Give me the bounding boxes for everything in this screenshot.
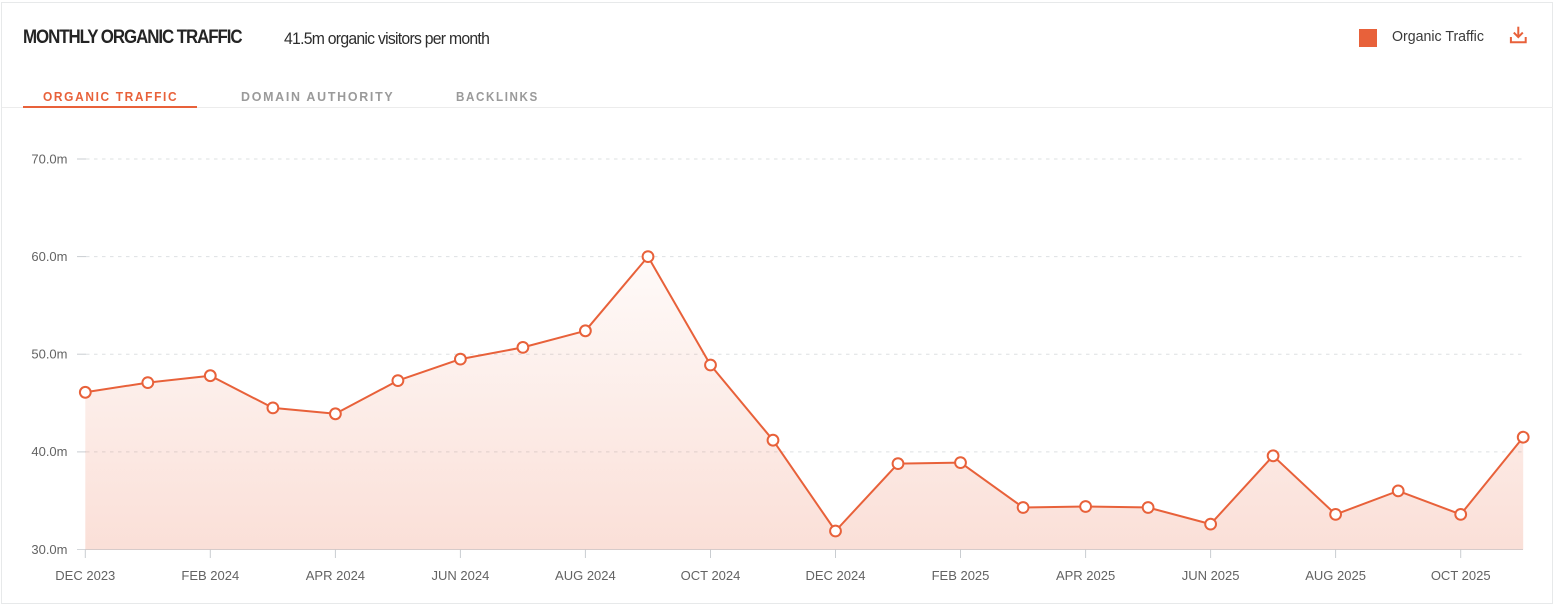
svg-text:DEC 2024: DEC 2024 xyxy=(806,568,866,583)
svg-text:OCT 2024: OCT 2024 xyxy=(681,568,741,583)
svg-text:JUN 2024: JUN 2024 xyxy=(431,568,489,583)
svg-text:DEC 2023: DEC 2023 xyxy=(55,568,115,583)
svg-text:60.0m: 60.0m xyxy=(31,249,67,264)
svg-text:AUG 2024: AUG 2024 xyxy=(555,568,616,583)
svg-text:JUN 2025: JUN 2025 xyxy=(1182,568,1240,583)
svg-text:FEB 2025: FEB 2025 xyxy=(932,568,990,583)
svg-text:30.0m: 30.0m xyxy=(31,542,67,557)
svg-text:APR 2025: APR 2025 xyxy=(1056,568,1115,583)
svg-text:OCT 2025: OCT 2025 xyxy=(1431,568,1491,583)
svg-text:70.0m: 70.0m xyxy=(31,151,67,166)
svg-text:AUG 2025: AUG 2025 xyxy=(1305,568,1366,583)
svg-text:40.0m: 40.0m xyxy=(31,444,67,459)
svg-text:FEB 2024: FEB 2024 xyxy=(181,568,239,583)
svg-text:APR 2024: APR 2024 xyxy=(306,568,365,583)
svg-text:50.0m: 50.0m xyxy=(31,347,67,362)
